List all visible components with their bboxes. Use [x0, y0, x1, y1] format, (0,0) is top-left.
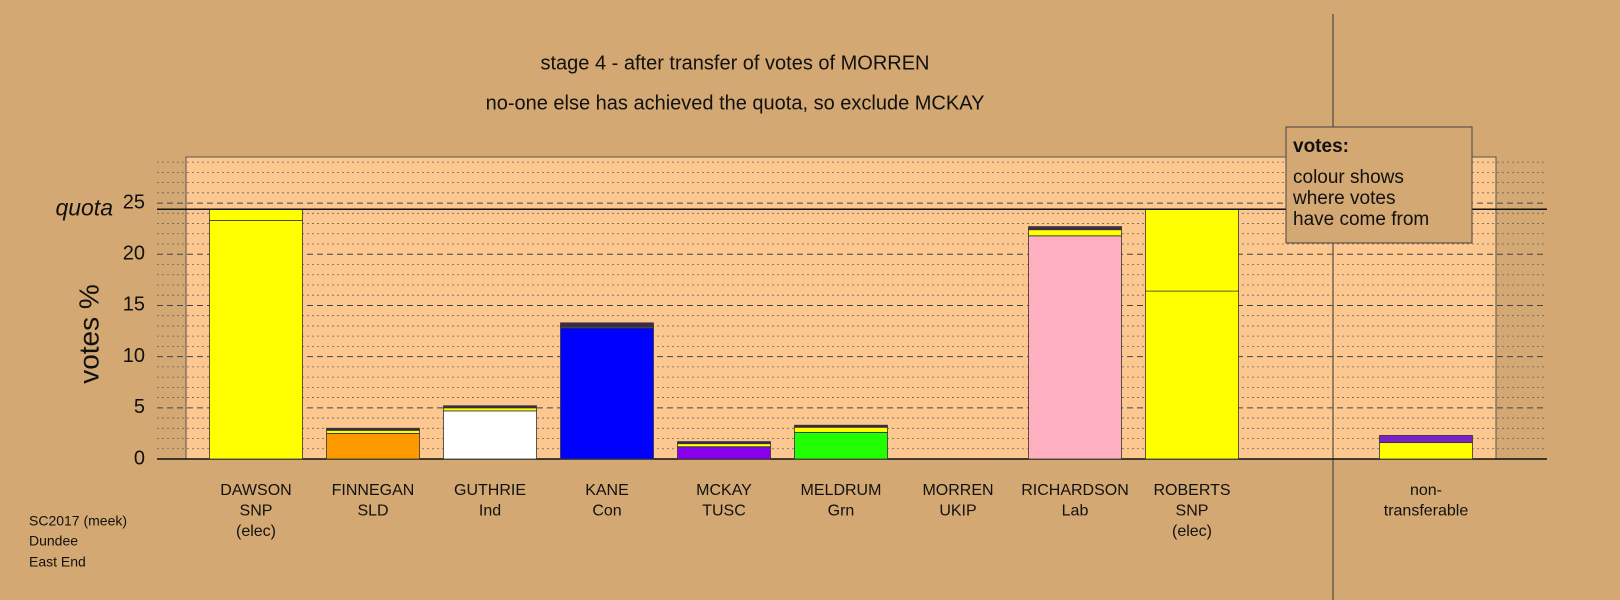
x-tick-label: transferable [1384, 503, 1469, 520]
legend-text: have come from [1293, 209, 1429, 230]
x-tick-label: SNP [240, 503, 273, 520]
footer: Dundee [29, 533, 78, 549]
x-tick-label: (elec) [1172, 523, 1212, 540]
bar-segment [794, 431, 888, 460]
x-tick-label: Grn [828, 503, 855, 520]
bar-segment [677, 443, 771, 448]
bar-segment [794, 424, 888, 428]
bar-segment [1379, 435, 1473, 444]
bar-segment [443, 405, 537, 409]
bar-segment [1145, 208, 1239, 292]
bar-segment [209, 220, 303, 460]
x-tick-label: UKIP [939, 503, 976, 520]
footer: East End [29, 554, 86, 570]
bar-segment [1028, 226, 1122, 231]
legend-text: where votes [1292, 188, 1395, 209]
y-axis-label: votes % [73, 284, 104, 384]
x-tick-label: KANE [585, 482, 629, 499]
bar-segment [326, 433, 420, 460]
chart-subtitle: no-one else has achieved the quota, so e… [486, 92, 985, 114]
bar-segment [209, 208, 303, 221]
bar-segment [1028, 229, 1122, 237]
y-tick-label: 25 [123, 191, 145, 213]
x-tick-label: TUSC [702, 503, 746, 520]
x-tick-label: DAWSON [220, 482, 291, 499]
bar-segment [794, 426, 888, 433]
legend-title: votes: [1293, 136, 1349, 157]
x-tick-label: SLD [357, 503, 388, 520]
y-tick-label: 5 [134, 396, 145, 418]
x-tick-label: Con [592, 503, 621, 520]
bar-segment [677, 446, 771, 460]
quota-label: quota [55, 194, 113, 220]
x-tick-label: FINNEGAN [332, 482, 415, 499]
plot-area [185, 156, 1497, 460]
y-tick-label: 10 [123, 345, 145, 367]
bar-segment [1379, 442, 1473, 460]
x-tick-label: non- [1410, 482, 1442, 499]
x-tick-label: MORREN [922, 482, 993, 499]
bar-segment [1028, 235, 1122, 460]
x-tick-label: GUTHRIE [454, 482, 526, 499]
y-tick-label: 20 [123, 243, 145, 265]
x-tick-label: (elec) [236, 523, 276, 540]
x-tick-label: MELDRUM [801, 482, 882, 499]
legend-text: colour shows [1293, 167, 1404, 188]
x-tick-label: SNP [1176, 503, 1209, 520]
bar-segment [1145, 290, 1239, 460]
bar-segment [326, 429, 420, 434]
bar-segment [443, 407, 537, 412]
bar-segment [326, 427, 420, 431]
marks: 0 5 10 15 20 25 DAWSON SNP (elec) FINNEGAN SLD GUTH… [55, 161, 1547, 540]
bar-segment [560, 327, 654, 460]
x-tick-label: Lab [1062, 503, 1089, 520]
x-tick-label: MCKAY [696, 482, 752, 499]
y-tick-label: 0 [134, 447, 145, 469]
x-tick-label: RICHARDSON [1021, 482, 1129, 499]
bar-segment [560, 322, 654, 328]
x-tick-label: ROBERTS [1153, 482, 1230, 499]
x-tick-label: Ind [479, 503, 501, 520]
footer: SC2017 (meek) [29, 513, 127, 529]
legend-box [1285, 126, 1473, 244]
y-tick-label: 15 [123, 294, 145, 316]
chart-title: stage 4 - after transfer of votes of MOR… [540, 52, 929, 74]
bar-segment [443, 410, 537, 460]
bar-segment [677, 441, 771, 445]
